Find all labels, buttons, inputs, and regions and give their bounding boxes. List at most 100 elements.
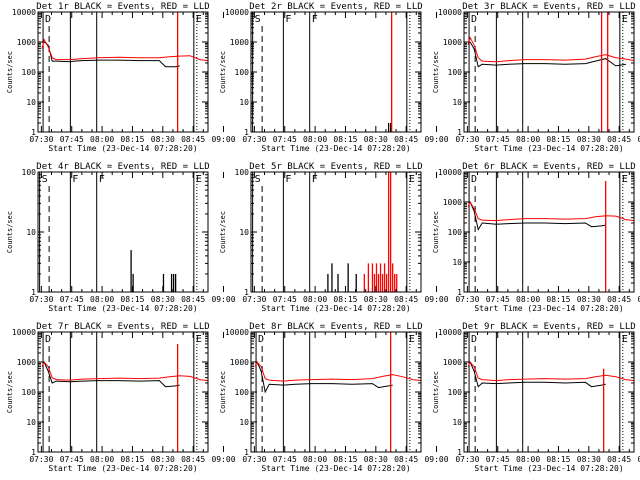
series-line-lld xyxy=(467,200,635,222)
axes-frame xyxy=(37,171,209,293)
x-axis-label: Start Time (23-Dec-14 07:28:20) xyxy=(48,464,197,473)
x-tick-label: 08:00 xyxy=(90,135,114,144)
axes-frame xyxy=(37,11,209,133)
x-tick-label: 08:00 xyxy=(90,295,114,304)
x-tick-label: 07:45 xyxy=(486,455,510,464)
y-tick-label: 1 xyxy=(457,288,462,297)
x-tick-label: 08:15 xyxy=(546,295,570,304)
y-tick-label: 10 xyxy=(239,98,249,107)
x-tick-label: 07:45 xyxy=(273,295,297,304)
panel-title: Det 1r BLACK = Events, RED = LLD xyxy=(36,2,209,12)
marker-label: E xyxy=(409,334,415,345)
x-tick-label: 09:00 xyxy=(424,135,448,144)
y-tick-label: 100 xyxy=(22,388,37,397)
y-axis-label: Counts/sec xyxy=(432,211,440,253)
y-tick-label: 10 xyxy=(452,418,462,427)
x-tick-label: 08:15 xyxy=(120,455,144,464)
x-axis-label: Start Time (23-Dec-14 07:28:20) xyxy=(261,464,410,473)
y-tick-label: 1 xyxy=(244,448,249,457)
x-tick-label: 07:30 xyxy=(455,295,479,304)
y-tick-label: 1000 xyxy=(230,38,249,47)
y-tick-label: 10 xyxy=(239,228,249,237)
y-tick-label: 1 xyxy=(31,448,36,457)
panel-title: Det 3r BLACK = Events, RED = LLD xyxy=(462,2,635,12)
panel-det-5: Det 5r BLACK = Events, RED = LLD Counts/s… xyxy=(219,162,449,313)
panel-title: Det 8r BLACK = Events, RED = LLD xyxy=(249,322,422,332)
x-tick-label: 07:30 xyxy=(455,455,479,464)
y-tick-label: 10 xyxy=(26,98,36,107)
x-tick-label: 08:00 xyxy=(516,455,540,464)
x-tick-label: 08:45 xyxy=(394,135,418,144)
axes-frame xyxy=(463,11,635,133)
marker-label: E xyxy=(196,334,202,345)
x-tick-label: 07:45 xyxy=(273,455,297,464)
x-tick-label: 09:00 xyxy=(211,455,235,464)
x-tick-label: 08:15 xyxy=(333,295,357,304)
x-axis-label: Start Time (23-Dec-14 07:28:20) xyxy=(474,464,623,473)
series-line-events xyxy=(469,41,626,68)
panel-title: Det 9r BLACK = Events, RED = LLD xyxy=(462,322,635,332)
x-tick-label: 09:00 xyxy=(424,295,448,304)
x-tick-label: 07:45 xyxy=(60,455,84,464)
series-line-lld xyxy=(467,361,635,382)
axes-frame xyxy=(463,171,635,293)
x-tick-label: 09:00 xyxy=(637,295,640,304)
x-tick-label: 07:30 xyxy=(242,455,266,464)
y-tick-label: 10 xyxy=(452,258,462,267)
marker-label: E xyxy=(622,14,628,25)
y-tick-label: 10 xyxy=(26,418,36,427)
marker-label: E xyxy=(409,174,415,185)
y-tick-label: 100 xyxy=(235,168,250,177)
y-tick-label: 1000 xyxy=(443,198,462,207)
x-tick-label: 09:00 xyxy=(211,295,235,304)
y-axis-label: Counts/sec xyxy=(219,51,227,93)
y-axis-label: Counts/sec xyxy=(219,211,227,253)
x-tick-label: 08:15 xyxy=(546,135,570,144)
y-tick-label: 10 xyxy=(452,98,462,107)
y-tick-label: 1000 xyxy=(443,38,462,47)
x-tick-label: 08:00 xyxy=(303,295,327,304)
y-tick-label: 1000 xyxy=(230,358,249,367)
x-tick-label: 07:45 xyxy=(60,135,84,144)
marker-label: E xyxy=(196,174,202,185)
marker-label: D xyxy=(471,174,477,185)
x-tick-label: 08:00 xyxy=(516,295,540,304)
marker-label: D xyxy=(471,14,477,25)
x-tick-label: 09:00 xyxy=(211,135,235,144)
x-tick-label: 08:15 xyxy=(333,135,357,144)
marker-label: F xyxy=(285,174,291,185)
y-tick-label: 100 xyxy=(22,168,37,177)
marker-label: D xyxy=(258,334,264,345)
x-tick-label: 08:00 xyxy=(90,455,114,464)
x-tick-label: 08:45 xyxy=(607,295,631,304)
panel-det-8: Det 8r BLACK = Events, RED = LLD Counts/s… xyxy=(219,322,449,473)
y-tick-label: 10000 xyxy=(438,8,462,17)
y-tick-label: 100 xyxy=(448,228,463,237)
series-line-events xyxy=(43,361,180,388)
marker-label: D xyxy=(45,14,51,25)
x-tick-label: 09:00 xyxy=(637,455,640,464)
x-tick-label: 08:00 xyxy=(516,135,540,144)
y-axis-label: Counts/sec xyxy=(219,371,227,413)
y-tick-label: 10000 xyxy=(225,328,249,337)
y-tick-label: 10000 xyxy=(438,328,462,337)
y-axis-label: Counts/sec xyxy=(432,51,440,93)
panel-det-9: Det 9r BLACK = Events, RED = LLD Counts/s… xyxy=(432,322,640,473)
x-tick-label: 08:45 xyxy=(394,455,418,464)
series-line-lld xyxy=(41,361,209,382)
marker-label: F xyxy=(312,14,318,25)
y-tick-label: 10000 xyxy=(225,8,249,17)
y-tick-label: 1 xyxy=(244,288,249,297)
x-tick-label: 07:30 xyxy=(242,135,266,144)
x-tick-label: 07:30 xyxy=(29,135,53,144)
marker-label: S xyxy=(42,174,48,185)
x-tick-label: 08:30 xyxy=(577,455,601,464)
x-tick-label: 08:30 xyxy=(364,455,388,464)
x-tick-label: 08:00 xyxy=(303,455,327,464)
series-line-events xyxy=(43,41,180,68)
series-line-events xyxy=(469,361,606,388)
marker-label: D xyxy=(45,334,51,345)
marker-label: F xyxy=(312,174,318,185)
x-axis-label: Start Time (23-Dec-14 07:28:20) xyxy=(48,144,197,153)
